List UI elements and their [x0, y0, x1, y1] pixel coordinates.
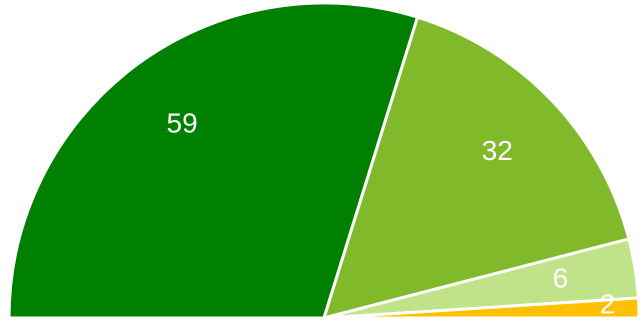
labels-layer: 59 32 62	[167, 108, 616, 320]
slice-2	[322, 296, 640, 320]
slice-label-2: 2	[600, 288, 616, 319]
slice-label-6: 6	[553, 263, 569, 294]
slice-32	[322, 15, 631, 320]
slice-59	[7, 1, 420, 320]
slice-label-32: 32	[482, 135, 513, 166]
slice-label-59: 59	[167, 108, 198, 139]
slices-layer	[7, 1, 640, 320]
